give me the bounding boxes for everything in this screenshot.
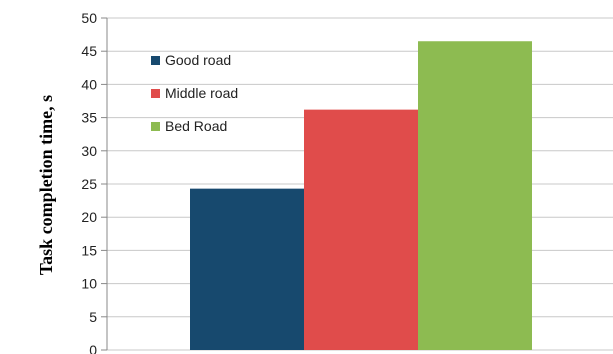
legend-label: Good road [165, 52, 231, 68]
y-axis-ticks: 0 5 10 15 20 25 30 35 40 45 50 [81, 10, 108, 354]
legend-label: Middle road [165, 85, 238, 101]
y-tick-label: 45 [81, 43, 97, 59]
y-tick-label: 20 [81, 209, 97, 225]
y-tick-label: 15 [81, 242, 97, 258]
y-tick-label: 40 [81, 76, 97, 92]
y-axis-label: Task completion time, s [36, 95, 56, 275]
bar-bed-road [418, 41, 532, 351]
y-tick-label: 5 [89, 309, 97, 325]
y-tick-label: 25 [81, 176, 97, 192]
legend-swatch [151, 122, 160, 131]
legend-swatch [151, 89, 160, 98]
legend: Good road Middle road Bed Road [151, 52, 238, 134]
y-tick-label: 50 [81, 10, 97, 26]
y-tick-label: 30 [81, 143, 97, 159]
bar-middle-road [304, 109, 418, 351]
y-tick-label: 35 [81, 110, 97, 126]
legend-swatch [151, 56, 160, 65]
bar-good-road [190, 188, 304, 350]
legend-label: Bed Road [165, 118, 227, 134]
bars [190, 41, 532, 351]
y-tick-label: 0 [89, 342, 97, 354]
y-tick-label: 10 [81, 276, 97, 292]
